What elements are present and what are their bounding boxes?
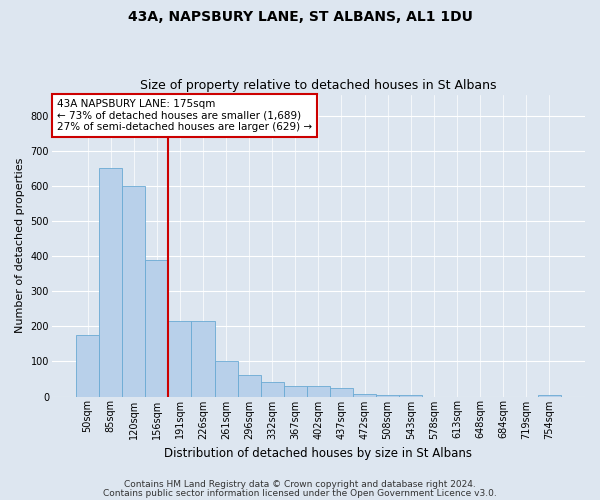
Bar [191, 321, 215, 396]
Bar [376, 395, 399, 396]
Bar [261, 382, 284, 396]
Bar [99, 168, 122, 396]
Bar [399, 395, 422, 396]
Bar [122, 186, 145, 396]
Bar [76, 335, 99, 396]
Y-axis label: Number of detached properties: Number of detached properties [15, 158, 25, 333]
Bar [330, 388, 353, 396]
Text: 43A, NAPSBURY LANE, ST ALBANS, AL1 1DU: 43A, NAPSBURY LANE, ST ALBANS, AL1 1DU [128, 10, 472, 24]
Bar [538, 395, 561, 396]
Text: Contains public sector information licensed under the Open Government Licence v3: Contains public sector information licen… [103, 488, 497, 498]
Bar [145, 260, 169, 396]
Bar [307, 386, 330, 396]
Bar [215, 362, 238, 396]
X-axis label: Distribution of detached houses by size in St Albans: Distribution of detached houses by size … [164, 447, 472, 460]
Bar [238, 376, 261, 396]
Bar [353, 394, 376, 396]
Bar [284, 386, 307, 396]
Text: 43A NAPSBURY LANE: 175sqm
← 73% of detached houses are smaller (1,689)
27% of se: 43A NAPSBURY LANE: 175sqm ← 73% of detac… [57, 99, 312, 132]
Title: Size of property relative to detached houses in St Albans: Size of property relative to detached ho… [140, 79, 497, 92]
Text: Contains HM Land Registry data © Crown copyright and database right 2024.: Contains HM Land Registry data © Crown c… [124, 480, 476, 489]
Bar [169, 321, 191, 396]
